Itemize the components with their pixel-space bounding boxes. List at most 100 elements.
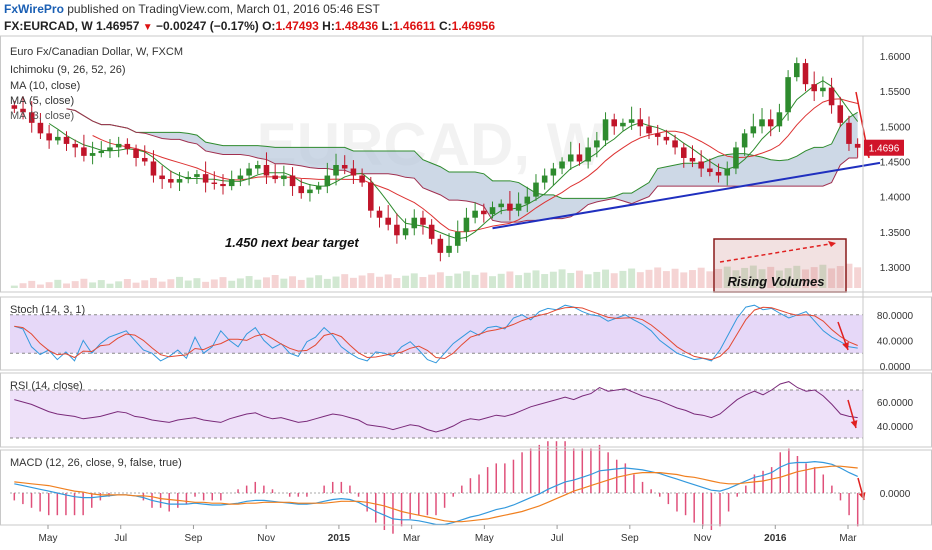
stoch-pane: Stoch (14, 3, 1) (10, 304, 863, 364)
candle-body (759, 119, 765, 127)
volume-bar (584, 274, 592, 288)
volume-bar (497, 273, 505, 288)
rising-volumes-label: Rising Volumes (727, 274, 824, 289)
legend-ma10[interactable]: MA (10, close) (10, 80, 81, 92)
price-tick-label: 1.6000 (880, 52, 911, 63)
candle-body (420, 217, 426, 225)
volume-bar (63, 283, 70, 288)
candle-body (785, 77, 791, 113)
volume-bar (410, 273, 418, 288)
volume-bar (428, 274, 436, 288)
volume-arrow-head (828, 241, 836, 247)
candle-body (472, 210, 478, 218)
volume-bar (662, 271, 670, 288)
rsi-title: RSI (14, close) (10, 380, 83, 392)
candle-body (315, 186, 322, 190)
rising-volumes-box (713, 238, 847, 293)
candle-body (741, 133, 748, 148)
volume-bar (193, 278, 201, 288)
volume-bar (828, 268, 836, 288)
volume-bar (19, 283, 27, 288)
candle-body (776, 112, 783, 127)
volume-bar (71, 281, 79, 288)
x-tick-label: 2016 (764, 533, 787, 544)
volume-bar (45, 282, 53, 288)
volume-bar (367, 273, 375, 288)
volume-bar (402, 275, 410, 288)
price-tick-label: 1.3500 (880, 228, 911, 239)
volume-bar (619, 270, 627, 288)
candle-body (437, 238, 444, 253)
volume-bar (132, 282, 140, 288)
volume-bar (436, 272, 444, 288)
low-label: L: (381, 19, 393, 33)
volume-bar (523, 272, 531, 288)
low-value: 1.46611 (392, 19, 436, 33)
brand-link[interactable]: FxWirePro (4, 2, 64, 16)
volume-bar (732, 270, 740, 288)
volume-bar (445, 275, 453, 288)
candle-body (11, 105, 18, 109)
volume-bar (36, 284, 44, 288)
legend-ma-hidden[interactable]: MA (3, close) (10, 110, 75, 122)
volume-bar (593, 271, 601, 288)
price-tag-bg (864, 139, 904, 156)
volume-bar (680, 272, 688, 288)
open-label: O: (262, 19, 276, 33)
candle-body (376, 210, 383, 218)
volume-bar (610, 273, 618, 288)
macd-down-arrow-head (858, 492, 866, 500)
candle-body (715, 172, 722, 176)
volume-bar (549, 271, 557, 288)
rsi-pane: RSI (14, close) (10, 380, 863, 439)
volume-bar (567, 272, 575, 288)
stoch-tick-label: 0.0000 (880, 362, 911, 373)
legend-title[interactable]: Euro Fx/Canadian Dollar, W, FXCM (10, 46, 184, 58)
candle-body (663, 136, 670, 141)
stoch-title: Stoch (14, 3, 1) (10, 304, 85, 316)
candle-body (794, 63, 800, 78)
candle-body (594, 140, 600, 148)
volume-bar (271, 275, 279, 288)
volume-bar (289, 276, 297, 288)
legend-ichimoku[interactable]: Ichimoku (9, 26, 52, 26) (10, 64, 126, 76)
rsi-band (10, 390, 863, 438)
candle-body (307, 189, 313, 194)
volume-bar (28, 280, 36, 288)
candle-body (281, 175, 287, 180)
candle-body (733, 147, 739, 169)
stoch-down-arrow-head (842, 342, 849, 350)
x-tick-label: Sep (621, 533, 639, 544)
price-tick-label: 1.5500 (880, 87, 911, 98)
x-tick-label: Jul (551, 533, 564, 544)
volume-bar (115, 281, 123, 288)
candle-body (637, 119, 644, 127)
candle-body (28, 112, 35, 123)
candle-body (724, 168, 731, 176)
high-label: H: (322, 19, 335, 33)
volume-bar (262, 277, 270, 288)
last-price: 1.46957 (96, 19, 140, 33)
candle-body (672, 140, 678, 148)
volume-bar (89, 282, 97, 288)
volume-bar (228, 280, 236, 288)
axes: 1.6000 1.5500 1.5000 1.4500 1.4000 1.3500 1.30… (0, 35, 932, 544)
candle-body (846, 122, 852, 144)
candle-body (515, 203, 522, 211)
ichimoku-span-a (66, 108, 858, 199)
legend-ma5[interactable]: MA (5, close) (10, 95, 75, 107)
candle-body (194, 174, 200, 177)
candle-body (89, 153, 96, 156)
candle-body (289, 175, 296, 187)
candle-body (55, 136, 61, 141)
volume-bar (141, 280, 149, 288)
candle-body (115, 143, 122, 148)
volume-bar (793, 265, 801, 288)
symbol-label: FX:EURCAD, W (4, 19, 93, 33)
candle-body (524, 196, 531, 204)
volume-bar (636, 272, 644, 288)
candle-body (202, 174, 209, 183)
x-tick-label: Mar (403, 533, 421, 544)
close-label: C: (438, 19, 452, 33)
x-tick-label: Sep (185, 533, 203, 544)
